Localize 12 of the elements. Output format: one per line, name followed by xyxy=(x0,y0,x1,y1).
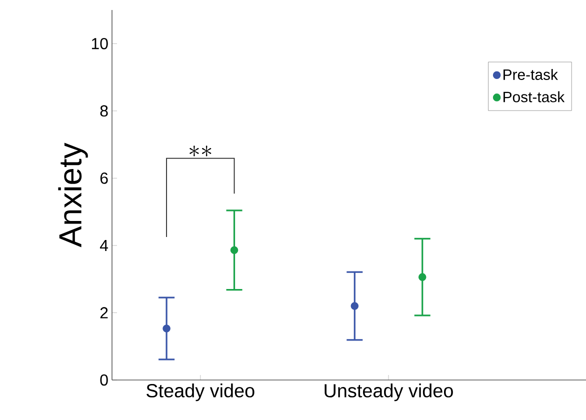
y-tick-label: 10 xyxy=(92,38,108,50)
legend-label: Pre-task xyxy=(504,68,558,80)
y-tick-label: 4 xyxy=(100,240,108,251)
y-tick-label: 0 xyxy=(100,374,108,386)
annotation: $**$ xyxy=(190,146,212,156)
y-tick-label: 8 xyxy=(100,105,108,117)
x-tick-label: Unsteady video xyxy=(324,384,453,402)
y-tick-label: 2 xyxy=(100,307,108,318)
y-tick-label: 6 xyxy=(100,172,108,184)
y-axis-title: Anxiety xyxy=(58,142,88,248)
legend-label: Post-task xyxy=(504,91,565,102)
x-tick-label: Steady video xyxy=(146,384,254,402)
